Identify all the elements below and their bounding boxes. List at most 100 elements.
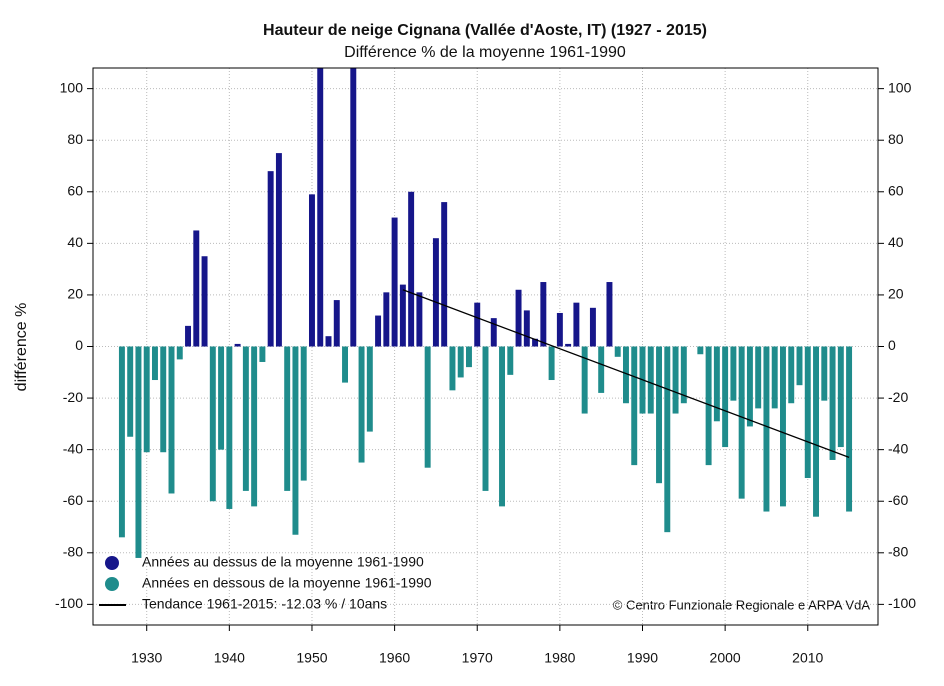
bar xyxy=(358,346,365,463)
bar xyxy=(193,230,200,347)
bar xyxy=(325,336,332,347)
chart-title: Hauteur de neige Cignana (Vallée d'Aoste… xyxy=(263,22,707,39)
bar xyxy=(242,346,249,491)
legend-label: Années au dessus de la moyenne 1961-1990 xyxy=(142,554,424,570)
bar xyxy=(366,346,373,432)
x-tick-label: 1930 xyxy=(131,650,162,666)
bar xyxy=(176,346,183,360)
legend-marker xyxy=(105,577,119,591)
bar xyxy=(441,202,448,347)
bar xyxy=(168,346,175,494)
bar xyxy=(846,346,853,512)
legend-label: Tendance 1961-2015: -12.03 % / 10ans xyxy=(142,596,387,612)
bar xyxy=(424,346,431,468)
bar xyxy=(507,346,514,375)
plot-frame xyxy=(92,67,879,626)
bar xyxy=(796,346,803,386)
bar xyxy=(474,302,481,347)
bar xyxy=(589,307,596,347)
x-tick-label: 1970 xyxy=(462,650,493,666)
y-tick-label: 20 xyxy=(67,286,83,302)
bar xyxy=(151,346,158,381)
y2-tick-label: 60 xyxy=(888,182,904,198)
bar xyxy=(300,346,307,481)
bar xyxy=(837,346,844,448)
plot-area xyxy=(118,68,853,558)
x-tick-label: 1950 xyxy=(296,650,327,666)
bar xyxy=(829,346,836,460)
bar xyxy=(804,346,811,479)
bar xyxy=(490,318,497,347)
legend-marker xyxy=(105,556,119,570)
y-tick-label: -20 xyxy=(63,389,83,405)
bar xyxy=(399,284,406,347)
bar xyxy=(408,191,415,347)
x-tick-label: 1960 xyxy=(379,650,410,666)
bar xyxy=(499,346,506,507)
bar xyxy=(308,194,315,347)
y-tick-label: -100 xyxy=(55,595,83,611)
bar xyxy=(259,346,266,362)
bar xyxy=(680,346,687,404)
bar xyxy=(457,346,464,378)
y2-tick-label: -20 xyxy=(888,389,908,405)
y2-tick-label: -100 xyxy=(888,595,916,611)
y-tick-label: 40 xyxy=(67,234,83,250)
bar xyxy=(391,217,398,347)
annotation: © Centro Funzionale Regionale e ARPA VdA xyxy=(613,597,871,612)
bar xyxy=(656,346,663,484)
trend-line xyxy=(402,289,850,458)
bar xyxy=(482,346,489,491)
bar xyxy=(631,346,638,466)
bar xyxy=(755,346,762,409)
bar xyxy=(317,68,324,347)
bar xyxy=(432,238,439,347)
bar xyxy=(350,68,357,347)
bar xyxy=(118,346,125,538)
y-axis-label: différence % xyxy=(13,303,30,392)
bar xyxy=(581,346,588,414)
y2-tick-label: 100 xyxy=(888,79,912,95)
bar xyxy=(606,282,613,347)
bar xyxy=(135,346,142,558)
bar xyxy=(540,282,547,347)
y2-tick-label: 40 xyxy=(888,234,904,250)
chart-subtitle: Différence % de la moyenne 1961-1990 xyxy=(344,44,626,61)
bar xyxy=(292,346,299,535)
bar xyxy=(598,346,605,393)
bar xyxy=(465,346,472,368)
y-tick-label: 0 xyxy=(75,337,83,353)
x-tick-label: 2000 xyxy=(710,650,741,666)
bar xyxy=(226,346,233,509)
bar xyxy=(705,346,712,466)
y2-tick-label: 0 xyxy=(888,337,896,353)
bar xyxy=(672,346,679,414)
bar xyxy=(771,346,778,409)
bar xyxy=(664,346,671,533)
y-tick-label: 100 xyxy=(60,79,84,95)
bar xyxy=(565,343,572,347)
y-tick-label: -40 xyxy=(63,440,83,456)
bar xyxy=(449,346,456,391)
y-tick-label: 80 xyxy=(67,131,83,147)
legend-label: Années en dessous de la moyenne 1961-199… xyxy=(142,575,432,591)
bar xyxy=(738,346,745,499)
bar xyxy=(788,346,795,404)
bar xyxy=(779,346,786,507)
y-tick-label: 60 xyxy=(67,182,83,198)
bar xyxy=(614,346,621,357)
y2-tick-label: -60 xyxy=(888,492,908,508)
y-tick-label: -60 xyxy=(63,492,83,508)
bar xyxy=(127,346,134,437)
bar xyxy=(234,343,241,347)
bar xyxy=(251,346,258,507)
bar xyxy=(209,346,216,502)
bar xyxy=(342,346,349,383)
x-tick-label: 1980 xyxy=(544,650,575,666)
bar xyxy=(185,325,192,347)
x-tick-label: 1990 xyxy=(627,650,658,666)
bar xyxy=(722,346,729,448)
bar xyxy=(622,346,629,404)
x-tick-label: 2010 xyxy=(792,650,823,666)
